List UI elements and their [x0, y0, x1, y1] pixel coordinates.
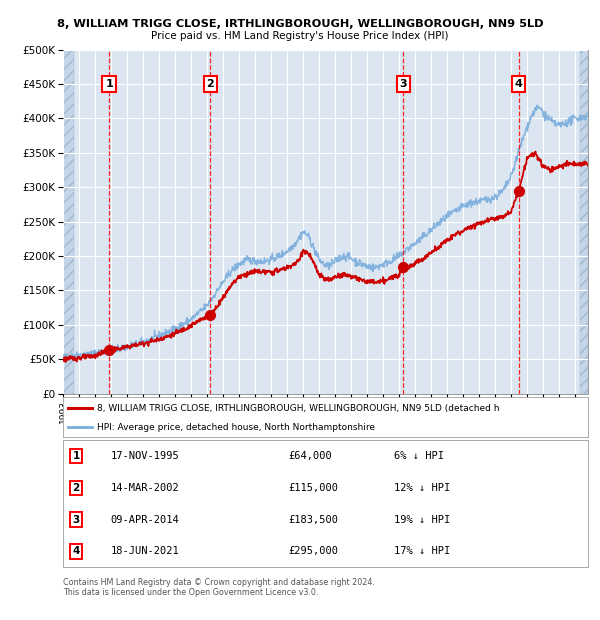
Text: 6% ↓ HPI: 6% ↓ HPI: [394, 451, 444, 461]
Text: 3: 3: [73, 515, 80, 525]
Text: 8, WILLIAM TRIGG CLOSE, IRTHLINGBOROUGH, WELLINGBOROUGH, NN9 5LD: 8, WILLIAM TRIGG CLOSE, IRTHLINGBOROUGH,…: [56, 19, 544, 29]
Text: 2: 2: [73, 483, 80, 493]
Text: 14-MAR-2002: 14-MAR-2002: [110, 483, 179, 493]
Text: 17% ↓ HPI: 17% ↓ HPI: [394, 546, 450, 556]
Text: 1: 1: [105, 79, 113, 89]
Text: Price paid vs. HM Land Registry's House Price Index (HPI): Price paid vs. HM Land Registry's House …: [151, 31, 449, 41]
Text: 19% ↓ HPI: 19% ↓ HPI: [394, 515, 450, 525]
Text: 17-NOV-1995: 17-NOV-1995: [110, 451, 179, 461]
Text: £64,000: £64,000: [289, 451, 332, 461]
Text: HPI: Average price, detached house, North Northamptonshire: HPI: Average price, detached house, Nort…: [97, 422, 375, 432]
Text: 1: 1: [73, 451, 80, 461]
Text: 8, WILLIAM TRIGG CLOSE, IRTHLINGBOROUGH, WELLINGBOROUGH, NN9 5LD (detached h: 8, WILLIAM TRIGG CLOSE, IRTHLINGBOROUGH,…: [97, 404, 500, 412]
Text: £183,500: £183,500: [289, 515, 339, 525]
Bar: [63, 50, 74, 394]
Text: 12% ↓ HPI: 12% ↓ HPI: [394, 483, 450, 493]
Text: Contains HM Land Registry data © Crown copyright and database right 2024.: Contains HM Land Registry data © Crown c…: [63, 578, 375, 587]
Text: 2: 2: [206, 79, 214, 89]
Text: 3: 3: [400, 79, 407, 89]
Text: 09-APR-2014: 09-APR-2014: [110, 515, 179, 525]
Text: This data is licensed under the Open Government Licence v3.0.: This data is licensed under the Open Gov…: [63, 588, 319, 597]
Bar: [580, 50, 588, 394]
Text: 18-JUN-2021: 18-JUN-2021: [110, 546, 179, 556]
Text: £295,000: £295,000: [289, 546, 339, 556]
Text: 4: 4: [515, 79, 523, 89]
Text: 4: 4: [73, 546, 80, 556]
Text: £115,000: £115,000: [289, 483, 339, 493]
